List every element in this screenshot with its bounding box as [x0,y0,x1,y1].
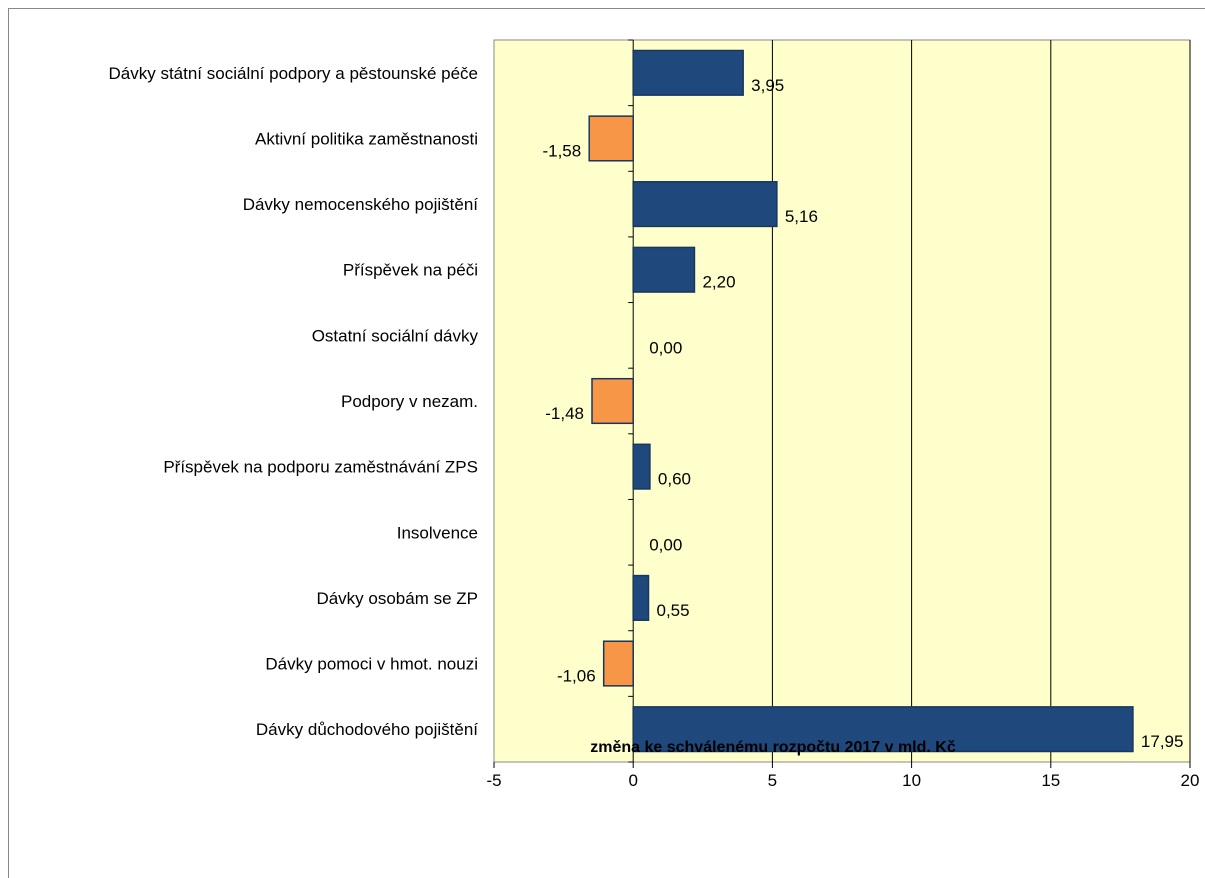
value-labels: 3,95 -1,58 5,16 2,20 0,00 -1,48 0,60 0,00 0,55 -1… [542,76,1183,751]
data-label: 0,00 [649,535,682,554]
x-tick-labels: -5 0 5 10 15 20 [486,771,1199,790]
data-label: -1,48 [545,404,584,423]
category-label: Dávky státní sociální podpory a pěstouns… [109,64,479,83]
bar [588,115,634,162]
bar [632,574,650,621]
data-label: 5,16 [785,207,818,226]
x-tick-label: 0 [628,771,637,790]
bar [632,49,744,96]
bar [591,377,634,425]
bar [632,246,696,293]
data-label: -1,58 [542,141,581,160]
category-label: Dávky osobám se ZP [316,589,478,608]
category-label: Ostatní sociální dávky [312,326,479,345]
category-label: Insolvence [397,523,478,542]
bar [632,443,651,490]
category-labels: Dávky státní sociální podpory a pěstouns… [109,64,479,739]
category-label: Podpory v nezam. [341,392,478,411]
data-label: 3,95 [751,76,784,95]
x-tick-label: 10 [902,771,921,790]
data-label: 2,20 [702,273,735,292]
bar [602,640,634,687]
x-tick-label: 15 [1041,771,1060,790]
category-label: Dávky nemocenského pojištění [243,195,479,214]
category-label: Příspěvek na podporu zaměstnávání ZPS [163,458,478,477]
bars [588,49,1134,753]
category-label: Dávky důchodového pojištění [256,720,478,739]
x-tick-label: 5 [768,771,777,790]
data-label: 0,00 [649,338,682,357]
x-tick-label: -5 [486,771,501,790]
data-label: -1,06 [557,667,596,686]
chart-frame [8,8,1205,878]
category-label: Dávky pomoci v hmot. nouzi [265,655,478,674]
data-label: 0,55 [657,601,690,620]
data-label: 0,60 [658,470,691,489]
bar [632,706,1134,753]
data-label: 17,95 [1141,732,1184,751]
x-axis-label: změna ke schválenému rozpočtu 2017 v mld… [590,739,956,756]
x-tick-label: 20 [1181,771,1200,790]
category-label: Aktivní politika zaměstnanosti [255,129,478,148]
category-label: Příspěvek na péči [343,261,478,280]
bar [632,181,778,228]
